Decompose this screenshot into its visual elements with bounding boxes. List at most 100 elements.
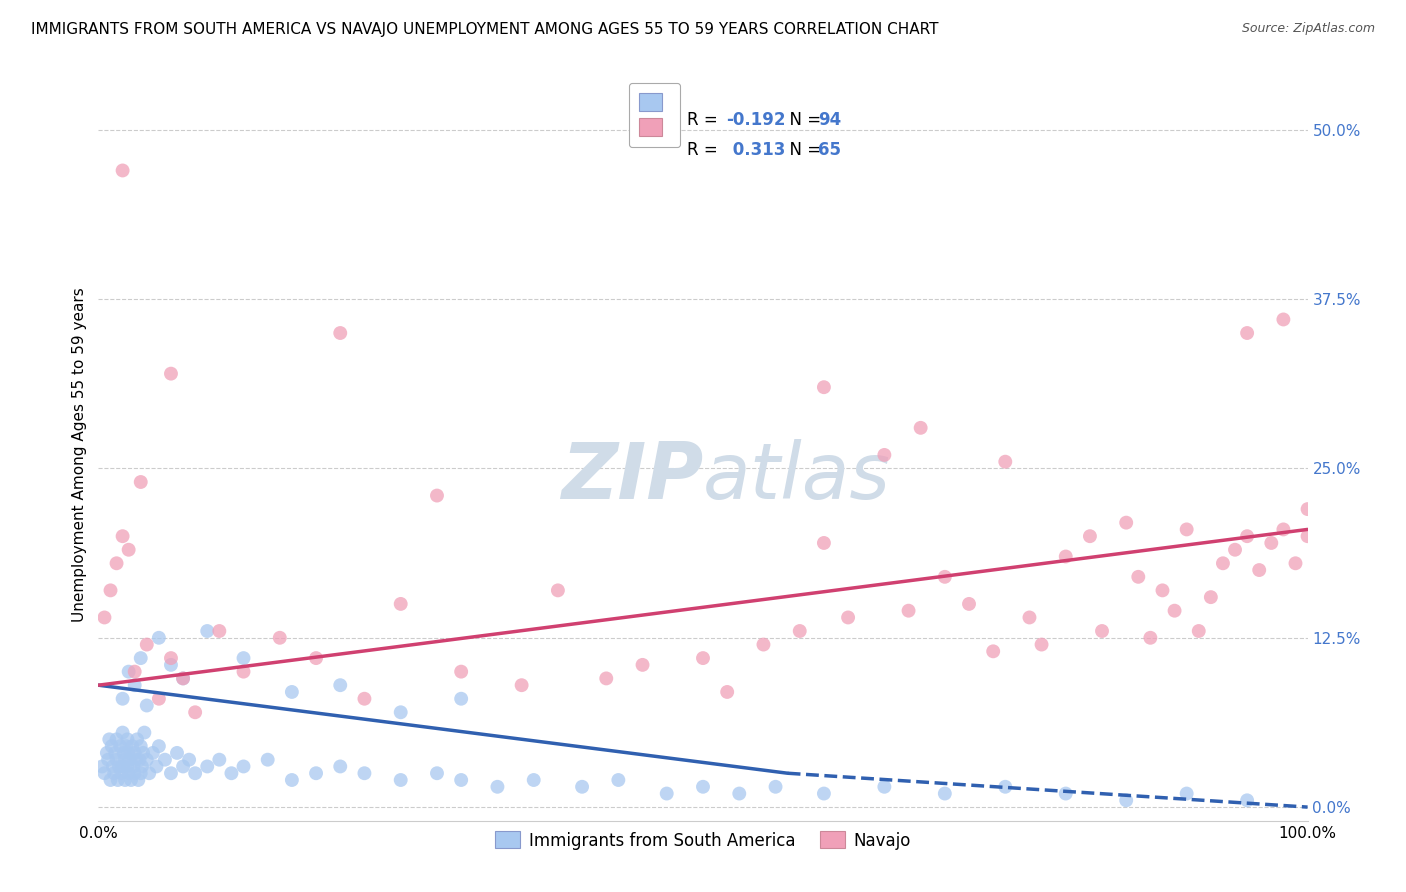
Point [752, 638, 775, 652]
Y-axis label: Unemployment Among Ages 55 to 59 years: Unemployment Among Ages 55 to 59 years [72, 287, 87, 623]
Point [111, 163, 134, 178]
Point [160, 766, 183, 780]
Text: 94: 94 [818, 111, 841, 128]
Point [118, 746, 141, 760]
Point [111, 759, 134, 773]
Point [981, 644, 1004, 658]
Point [166, 746, 188, 760]
Legend: Immigrants from South America, Navajo: Immigrants from South America, Navajo [488, 825, 918, 856]
Point [105, 732, 128, 747]
Point [111, 529, 134, 543]
Point [129, 739, 152, 753]
Point [1260, 536, 1282, 550]
Point [1212, 556, 1234, 570]
Point [134, 725, 156, 739]
Point [305, 651, 328, 665]
Point [1175, 787, 1198, 801]
Point [510, 678, 533, 692]
Point [184, 706, 207, 720]
Point [873, 448, 896, 462]
Point [353, 691, 375, 706]
Point [110, 766, 132, 780]
Point [131, 759, 153, 773]
Point [1249, 563, 1271, 577]
Point [547, 583, 569, 598]
Point [813, 536, 835, 550]
Point [389, 597, 412, 611]
Point [124, 678, 146, 692]
Point [692, 651, 714, 665]
Point [910, 421, 932, 435]
Point [118, 542, 141, 557]
Point [172, 672, 194, 686]
Point [329, 759, 352, 773]
Point [115, 739, 138, 753]
Text: R =: R = [688, 111, 723, 128]
Point [1054, 787, 1077, 801]
Point [135, 638, 157, 652]
Point [353, 766, 375, 780]
Point [195, 759, 218, 773]
Point [96, 746, 118, 760]
Point [120, 772, 142, 787]
Text: Source: ZipAtlas.com: Source: ZipAtlas.com [1241, 22, 1375, 36]
Point [91, 759, 114, 773]
Point [97, 753, 120, 767]
Point [1018, 610, 1040, 624]
Point [93, 766, 115, 780]
Point [135, 753, 157, 767]
Point [1152, 583, 1174, 598]
Point [101, 759, 124, 773]
Point [117, 759, 139, 773]
Point [1115, 793, 1137, 807]
Point [813, 787, 835, 801]
Point [153, 753, 176, 767]
Point [108, 739, 131, 753]
Point [127, 772, 149, 787]
Point [607, 772, 630, 787]
Point [124, 766, 146, 780]
Point [111, 725, 134, 739]
Point [108, 759, 131, 773]
Point [269, 631, 291, 645]
Point [281, 685, 304, 699]
Text: -0.192: -0.192 [727, 111, 786, 128]
Point [789, 624, 811, 638]
Text: R =: R = [688, 141, 723, 159]
Point [1175, 523, 1198, 537]
Point [1223, 542, 1246, 557]
Point [148, 739, 170, 753]
Point [1296, 502, 1319, 516]
Point [426, 489, 449, 503]
Point [765, 780, 787, 794]
Text: ZIP: ZIP [561, 439, 703, 515]
Point [1199, 590, 1222, 604]
Point [1078, 529, 1101, 543]
Point [389, 772, 412, 787]
Text: atlas: atlas [703, 439, 891, 515]
Text: 65: 65 [818, 141, 841, 159]
Point [1054, 549, 1077, 564]
Point [631, 657, 654, 672]
Point [125, 753, 148, 767]
Point [105, 753, 128, 767]
Point [813, 380, 835, 394]
Text: N =: N = [779, 141, 825, 159]
Point [138, 766, 160, 780]
Point [111, 691, 134, 706]
Point [195, 624, 218, 638]
Point [1272, 312, 1295, 326]
Point [93, 610, 115, 624]
Point [118, 665, 141, 679]
Point [114, 753, 136, 767]
Point [160, 651, 183, 665]
Point [117, 732, 139, 747]
Point [389, 706, 412, 720]
Point [221, 766, 243, 780]
Point [124, 746, 146, 760]
Point [450, 772, 472, 787]
Point [837, 610, 859, 624]
Point [148, 631, 170, 645]
Point [450, 691, 472, 706]
Point [160, 367, 183, 381]
